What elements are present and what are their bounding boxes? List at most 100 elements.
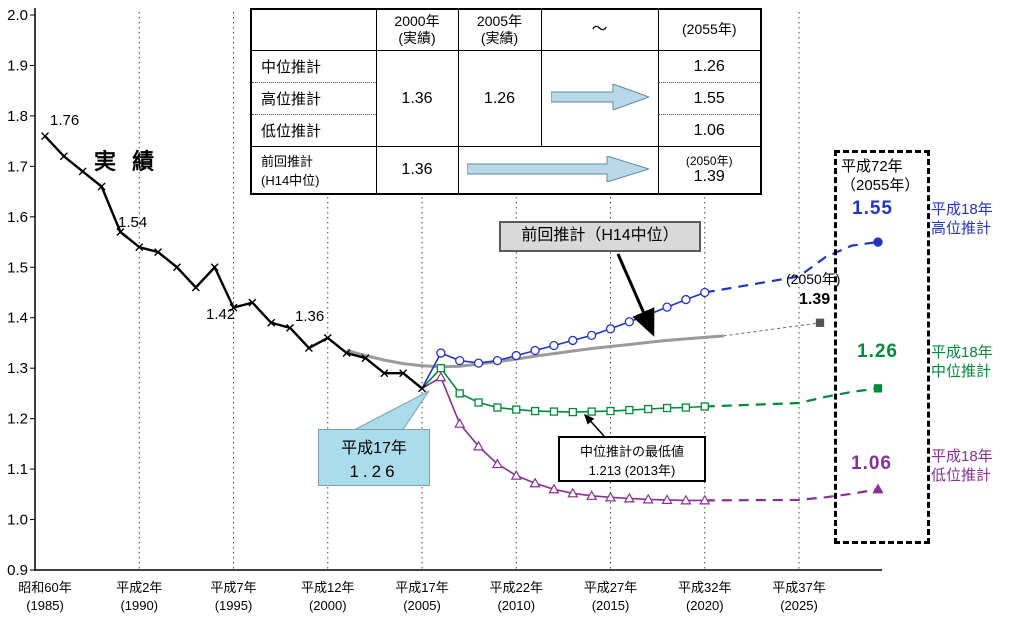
series-medium-projection <box>704 387 879 408</box>
value-medium-2055: 1.26 <box>857 341 898 362</box>
label-2050-note: (2050年) <box>786 271 841 287</box>
y-tick-label: 1.6 <box>7 209 28 226</box>
series-high-marker <box>568 335 578 346</box>
point-label-1995: 1.42 <box>206 306 236 323</box>
series-high-marker <box>511 350 521 361</box>
series-previous-line <box>346 334 724 369</box>
series-medium-marker <box>644 404 653 414</box>
series-actual-marker <box>116 227 125 236</box>
value-high-2055: 1.55 <box>852 198 893 219</box>
series-medium-marker <box>530 406 540 416</box>
series-low-marker <box>604 491 617 502</box>
series-high-marker <box>624 317 634 327</box>
series-actual-marker <box>380 369 389 378</box>
series-actual-marker <box>191 283 200 292</box>
series-previous-end-marker <box>815 318 825 327</box>
table-header-2000: 2000年 (実績) <box>375 8 459 51</box>
series-medium-line <box>421 366 705 413</box>
series-high-marker <box>492 355 503 366</box>
y-tick-label: 1.3 <box>7 360 28 377</box>
label-actual-results: 実 績 <box>94 149 160 174</box>
series-medium-marker <box>455 389 464 398</box>
table-header-2055: (2055年) <box>657 8 762 51</box>
series-actual-marker <box>135 243 144 252</box>
series-low-marker <box>529 477 541 488</box>
series-low-marker <box>491 458 503 469</box>
y-tick-label: 2.0 <box>7 7 28 24</box>
series-high-marker <box>681 294 691 305</box>
series-high-marker <box>700 287 710 298</box>
y-tick-label: 1.0 <box>7 512 28 529</box>
series-medium-marker <box>512 405 521 414</box>
series-actual-marker <box>286 323 295 332</box>
table-row-label-low: 低位推計 <box>250 114 377 147</box>
series-low-marker <box>699 494 711 505</box>
point-label-1985: 1.76 <box>50 112 80 129</box>
series-medium-marker <box>493 403 502 412</box>
x-tick-year: (2015) <box>592 598 630 613</box>
table-row-medium: 中位推計 1.36 1.26 1.26 <box>250 50 762 147</box>
series-low-marker <box>510 469 522 480</box>
series-low-marker <box>661 494 673 504</box>
series-high-marker <box>530 345 540 356</box>
series-actual-marker <box>248 298 257 307</box>
x-tick-year: (1985) <box>26 598 64 613</box>
series-low-marker <box>548 483 560 494</box>
x-tick-era: 平成2年 <box>116 580 162 595</box>
label-heisei72-2055: 平成72年 （2055年） <box>841 158 920 194</box>
callout-medium-minimum-title: 中位推計の最低値 <box>579 444 684 459</box>
table-value-2055-high: 1.55 <box>657 82 762 115</box>
table-header-tilde: ～ <box>540 8 659 51</box>
callout-heisei17-title: 平成17年 <box>341 440 407 457</box>
y-tick-label: 1.4 <box>7 310 28 327</box>
series-medium-marker <box>474 398 483 407</box>
series-previous-connector <box>723 322 821 337</box>
table-row-label-medium: 中位推計 <box>250 50 377 83</box>
x-tick-year: (1995) <box>215 598 253 613</box>
callout-heisei17: 平成17年 1.26 <box>318 429 430 486</box>
series-actual-marker <box>59 152 68 161</box>
series-high-marker <box>473 358 484 368</box>
minimum-callout-arrow <box>583 413 605 437</box>
table-row-label-previous: 前回推計 (H14中位) <box>250 146 377 195</box>
arrow-right-icon <box>466 154 651 183</box>
series-high-marker <box>605 324 616 334</box>
series-high-marker <box>662 302 672 312</box>
series-actual-marker <box>323 333 332 342</box>
x-tick-year: (2000) <box>309 598 347 613</box>
series-actual-marker <box>399 369 408 378</box>
x-tick-year: (1990) <box>120 598 158 613</box>
x-tick-era: 平成27年 <box>584 580 637 595</box>
y-tick-label: 1.9 <box>7 57 28 74</box>
y-tick-label: 1.7 <box>7 158 28 175</box>
table-value-2000: 1.36 <box>375 50 459 147</box>
x-tick-year: (2010) <box>497 598 535 613</box>
series-low-line <box>421 376 705 502</box>
series-medium-marker <box>700 402 709 411</box>
table-prev-value-2050: (2050年) 1.39 <box>657 146 762 195</box>
x-tick-era: 平成32年 <box>678 580 731 595</box>
series-medium-marker <box>568 407 577 417</box>
series-actual-marker <box>342 349 351 358</box>
table-row-previous: 前回推計 (H14中位) 1.36 (2050年) 1.39 <box>250 146 762 195</box>
heisei17-callout-pointer <box>351 390 430 432</box>
series-low-marker <box>473 440 485 451</box>
label-medium-projection: 平成18年 中位推計 <box>931 344 993 380</box>
series-actual-marker <box>172 263 181 272</box>
table-header-blank <box>250 8 377 51</box>
y-tick-label: 1.2 <box>7 411 28 428</box>
series-low-marker <box>435 371 447 382</box>
series-low-marker <box>623 492 635 503</box>
previous-callout-arrow <box>616 253 655 337</box>
series-high-marker <box>549 340 559 351</box>
x-tick-year: (2020) <box>686 598 724 613</box>
x-tick-year: (2005) <box>403 598 441 613</box>
arrow-right-icon <box>550 83 650 111</box>
series-low-marker <box>586 490 598 500</box>
projection-2055-box <box>834 150 930 544</box>
x-tick-era: 平成12年 <box>301 580 354 595</box>
series-low-marker <box>567 487 579 498</box>
series-low-end-marker <box>872 483 884 494</box>
